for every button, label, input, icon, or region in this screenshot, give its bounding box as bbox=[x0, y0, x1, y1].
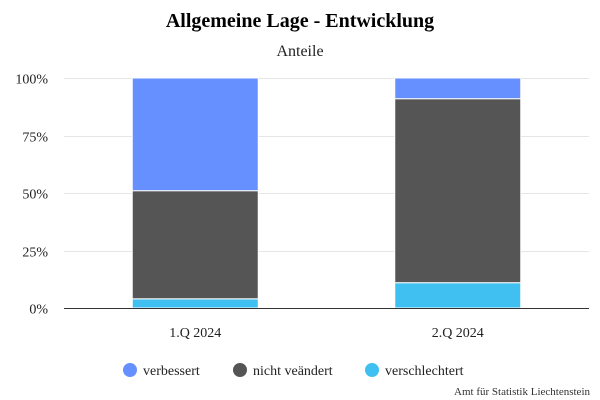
legend-marker bbox=[365, 363, 379, 377]
bar-segment bbox=[131, 298, 259, 309]
legend: verbessert nicht veändert verschlechtert bbox=[123, 363, 464, 379]
bar-segment bbox=[394, 98, 522, 284]
y-tick-label: 75% bbox=[22, 131, 48, 146]
bar-segment bbox=[131, 190, 259, 300]
x-axis-ticks: 1.Q 2024 2.Q 2024 bbox=[169, 326, 484, 341]
legend-marker bbox=[233, 363, 247, 377]
y-tick-label: 50% bbox=[22, 188, 48, 203]
legend-label: verschlechtert bbox=[385, 364, 464, 379]
x-tick-label: 2.Q 2024 bbox=[432, 326, 484, 341]
y-tick-label: 0% bbox=[29, 303, 48, 318]
legend-marker bbox=[123, 363, 137, 377]
y-tick-label: 25% bbox=[22, 246, 48, 261]
bars bbox=[131, 77, 522, 309]
chart-title: Allgemeine Lage - Entwicklung bbox=[166, 10, 434, 32]
x-tick-label: 1.Q 2024 bbox=[169, 326, 221, 341]
chart-subtitle: Anteile bbox=[276, 43, 323, 60]
y-tick-label: 100% bbox=[15, 73, 48, 88]
bar-segment bbox=[131, 77, 259, 192]
bar-segment bbox=[394, 77, 522, 100]
legend-label: nicht veändert bbox=[253, 364, 333, 379]
credit-text: Amt für Statistik Liechtenstein bbox=[454, 386, 590, 398]
bar-segment bbox=[394, 282, 522, 309]
y-axis-ticks: 0% 25% 50% 75% 100% bbox=[15, 73, 48, 318]
legend-label: verbessert bbox=[143, 364, 200, 379]
